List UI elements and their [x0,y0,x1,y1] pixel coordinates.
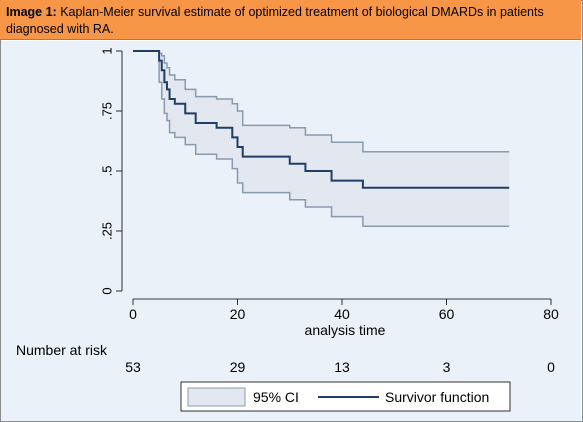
risk-value: 3 [443,359,451,375]
risk-table-label: Number at risk [16,342,108,358]
ci-lower-line [133,50,510,227]
y-tick-label: 0 [99,287,114,294]
figure-caption: Image 1: Kaplan-Meier survival estimate … [0,0,581,40]
x-tick-label: 80 [543,306,559,322]
x-tick-label: 40 [334,306,350,322]
legend: 95% CI Survivor function [180,381,511,412]
caption-text: Kaplan-Meier survival estimate of optimi… [6,5,544,36]
survivor-line [133,50,510,189]
x-axis-label: analysis time [305,322,386,338]
legend-ci-label: 95% CI [253,389,299,405]
risk-value: 0 [547,359,555,375]
caption-label: Image 1: [6,5,57,19]
y-tick-label: 1 [99,47,114,54]
legend-ci-swatch [187,387,246,407]
risk-value: 13 [334,359,350,375]
risk-value: 53 [125,359,141,375]
x-tick-label: 60 [439,306,455,322]
legend-survivor-label: Survivor function [385,389,489,405]
ci-band [133,51,510,227]
ci-upper-line [133,50,510,153]
y-tick-label: .75 [99,102,114,120]
y-tick-label: .5 [99,166,114,177]
x-tick-label: 0 [129,306,137,322]
figure-background [1,41,581,421]
risk-value: 29 [230,359,246,375]
x-tick-label: 20 [230,306,246,322]
y-tick-label: .25 [99,222,114,240]
